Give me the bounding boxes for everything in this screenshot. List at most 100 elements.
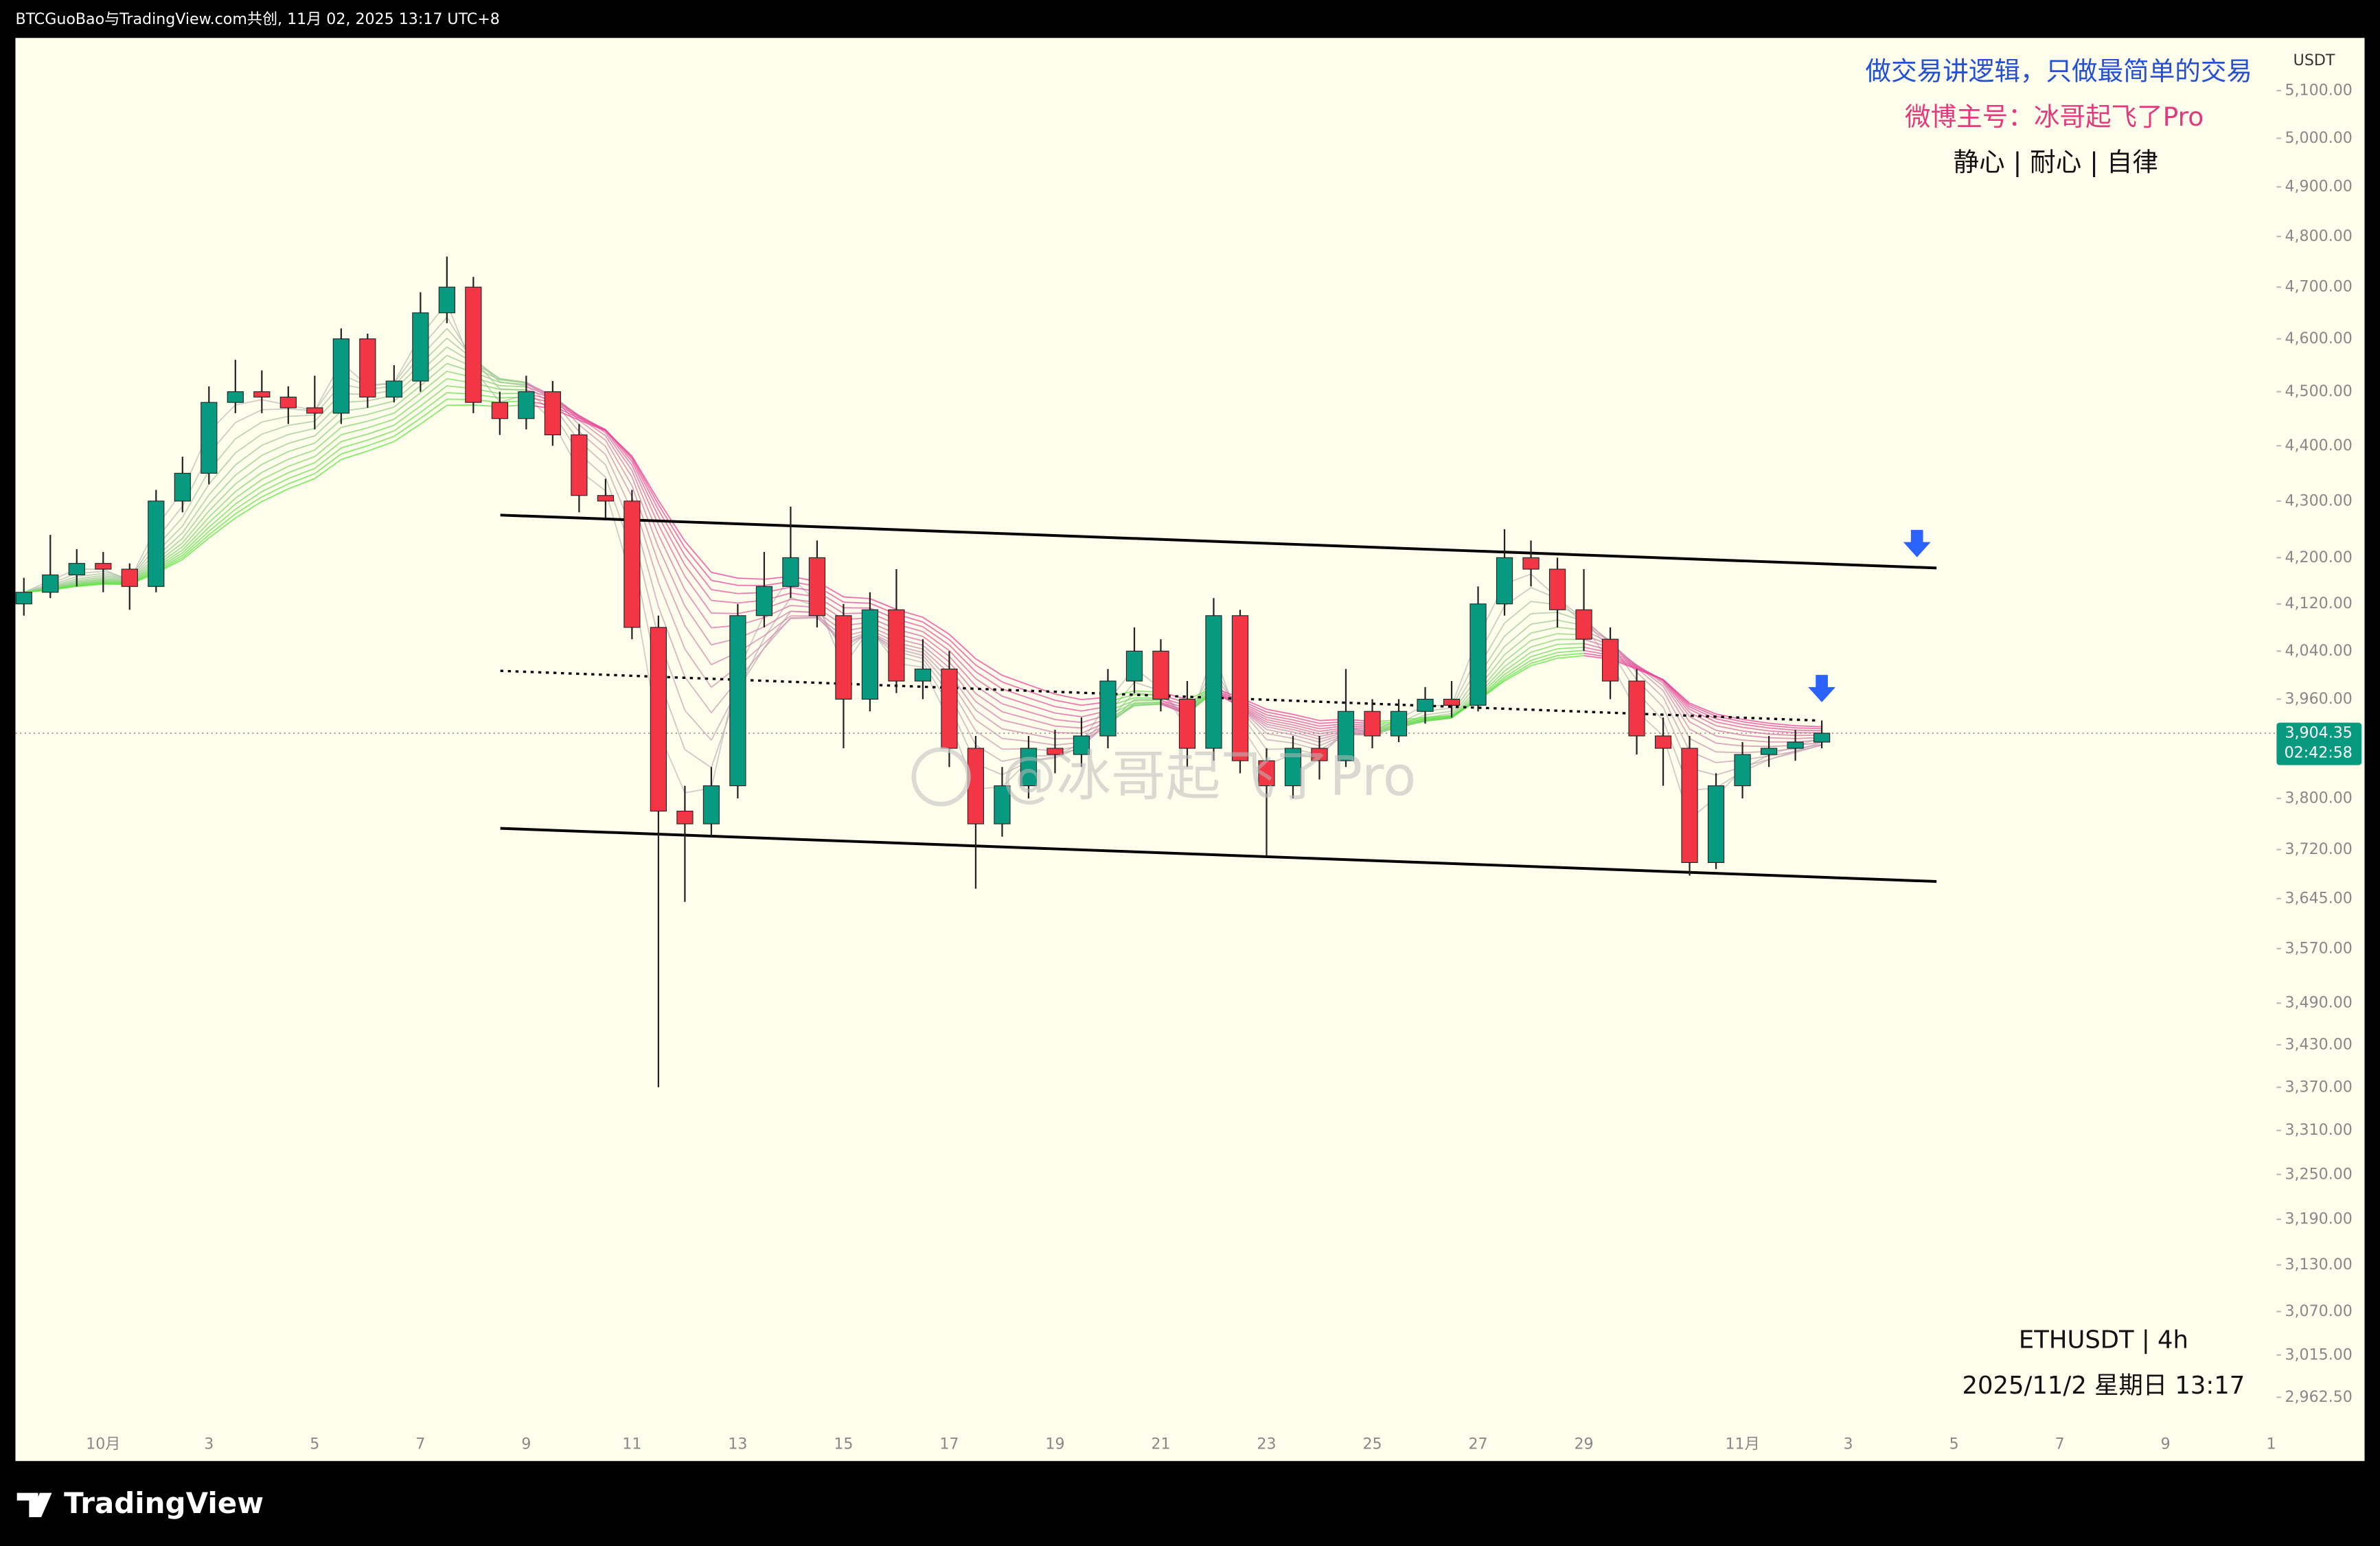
ema-segment — [446, 404, 474, 406]
candle-body — [1496, 557, 1513, 605]
ema-segment — [235, 463, 262, 485]
ema-segment — [314, 453, 342, 474]
ema-segment — [208, 464, 236, 496]
ema-segment — [367, 424, 395, 435]
ema-segment — [314, 434, 342, 457]
candle-body — [755, 586, 773, 616]
candle-body — [1707, 785, 1725, 864]
candle-body — [571, 434, 588, 496]
ema-segment — [1689, 737, 1717, 753]
ema-segment — [684, 564, 712, 601]
ema-segment — [631, 470, 659, 535]
candle-body — [253, 391, 271, 397]
trend-line — [500, 827, 1937, 884]
ema-segment — [684, 676, 712, 713]
candle-body — [1073, 735, 1090, 755]
ema-segment — [1028, 718, 1055, 727]
ema-segment — [1134, 702, 1161, 704]
candle-body — [15, 592, 32, 605]
ema-segment — [499, 384, 527, 388]
x-tick-label: 29 — [1574, 1435, 1593, 1453]
ema-segment — [288, 456, 315, 468]
ema-segment — [578, 424, 606, 447]
ema-segment — [261, 483, 289, 498]
y-tick-label: 5,100.00 — [2285, 82, 2352, 100]
trend-line — [500, 514, 1937, 570]
candle-body — [1734, 754, 1751, 787]
ema-segment — [711, 579, 738, 586]
ema-segment — [182, 470, 210, 518]
ema-segment — [764, 618, 792, 644]
ema-segment — [499, 382, 527, 385]
ema-segment — [1662, 681, 1691, 717]
ema-segment — [790, 616, 817, 619]
ema-segment — [76, 581, 104, 586]
y-tick-label: 3,645.00 — [2285, 889, 2352, 907]
x-tick-label: 7 — [2055, 1435, 2065, 1453]
ema-segment — [605, 430, 633, 466]
ema-segment — [1028, 704, 1055, 714]
ema-segment — [393, 405, 421, 426]
ema-segment — [1768, 722, 1796, 727]
ema-segment — [393, 423, 421, 443]
ema-segment — [790, 616, 817, 619]
ema-segment — [1292, 728, 1320, 737]
ema-segment — [1662, 680, 1691, 713]
price-label: 3,904.35 — [2285, 724, 2352, 742]
ema-segment — [1636, 671, 1664, 698]
x-tick-label: 11 — [622, 1435, 641, 1453]
ema-segment — [1531, 657, 1558, 667]
ema-segment — [420, 385, 448, 407]
ema-segment — [76, 577, 104, 583]
ema-segment — [420, 378, 448, 400]
ema-segment — [1055, 700, 1082, 706]
ema-segment — [1028, 684, 1055, 695]
ema-segment — [314, 426, 342, 451]
ema-segment — [1689, 716, 1717, 731]
ema-segment — [1742, 734, 1770, 739]
y-tick-label: 3,960.00 — [2285, 690, 2352, 708]
candle-body — [306, 407, 323, 414]
ema-segment — [1002, 703, 1029, 713]
ema-segment — [235, 433, 262, 454]
ema-segment — [182, 534, 209, 558]
ema-segment — [393, 411, 421, 432]
candle-body — [1628, 680, 1645, 737]
ema-segment — [1557, 649, 1584, 654]
ema-segment — [208, 498, 236, 523]
ema-segment — [658, 504, 686, 549]
ema-segment — [1742, 726, 1770, 732]
candle-body — [994, 785, 1011, 824]
ema-segment — [1557, 652, 1584, 656]
ema-segment — [1742, 724, 1770, 729]
candle-body — [1575, 609, 1592, 640]
ema-segment — [367, 406, 395, 415]
candle-body — [861, 609, 879, 700]
ema-segment — [1768, 724, 1796, 729]
ema-segment — [631, 461, 659, 517]
ema-segment — [922, 616, 950, 635]
ema-segment — [975, 744, 1003, 762]
ema-segment — [261, 465, 289, 481]
ema-segment — [605, 430, 632, 457]
ema-segment — [499, 378, 527, 383]
ema-segment — [1504, 660, 1532, 678]
ema-segment — [1689, 728, 1717, 744]
ema-segment — [1028, 740, 1055, 746]
candle-body — [729, 615, 746, 787]
ema-segment — [948, 656, 976, 687]
ema-segment — [764, 597, 792, 638]
ema-segment — [1795, 729, 1822, 732]
ema-segment — [658, 546, 686, 607]
x-tick-label: 17 — [939, 1435, 959, 1453]
y-tick-label: 4,400.00 — [2285, 437, 2352, 454]
x-tick-label: 25 — [1362, 1435, 1382, 1453]
ema-segment — [975, 719, 1003, 739]
candle-body — [544, 391, 561, 435]
ema-segment — [975, 701, 1003, 721]
ema-segment — [76, 580, 104, 585]
ema-segment — [182, 483, 210, 527]
ema-segment — [1055, 693, 1082, 700]
ema-segment — [341, 439, 368, 449]
y-tick-label: 4,040.00 — [2285, 642, 2352, 660]
